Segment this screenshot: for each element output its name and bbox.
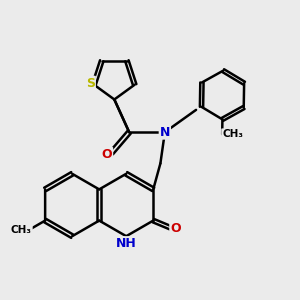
Text: S: S xyxy=(86,77,95,90)
Text: O: O xyxy=(102,148,112,161)
Text: N: N xyxy=(160,126,170,139)
Text: CH₃: CH₃ xyxy=(11,225,32,235)
Text: CH₃: CH₃ xyxy=(222,129,243,139)
Text: O: O xyxy=(170,221,181,235)
Text: NH: NH xyxy=(116,237,136,250)
